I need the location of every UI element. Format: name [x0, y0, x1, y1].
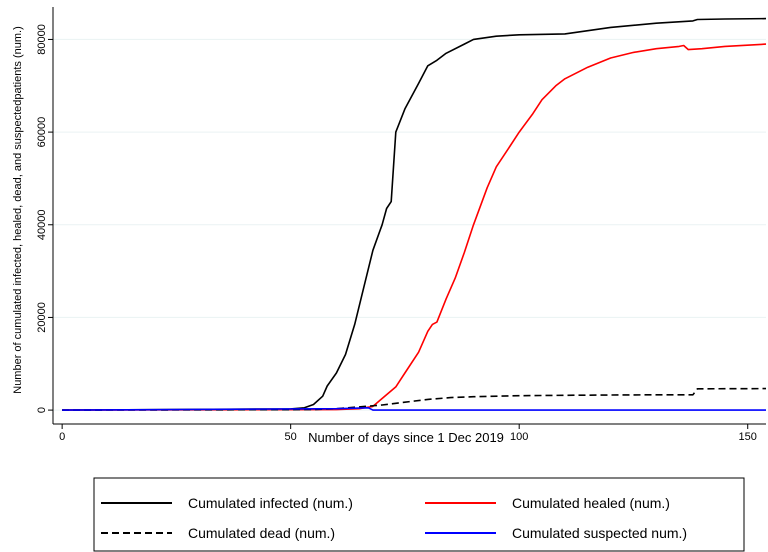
legend-label: Cumulated suspected num.)	[512, 525, 687, 541]
y-tick-label: 0	[36, 407, 48, 413]
legend-label: Cumulated healed (num.)	[512, 495, 670, 511]
legend-label: Cumulated dead (num.)	[188, 525, 335, 541]
y-tick-label: 20000	[36, 302, 48, 333]
y-tick-label: 80000	[36, 24, 48, 55]
gridlines	[53, 38, 766, 411]
x-tick-label: 50	[285, 431, 297, 443]
y-ticks: 0 20000 40000 60000 80000	[36, 24, 53, 413]
y-axis-title: Number of cumulated infected, healed, de…	[12, 26, 24, 394]
x-tick-label: 150	[739, 431, 757, 443]
x-tick-label: 100	[510, 431, 528, 443]
series-line	[62, 387, 767, 411]
series-line	[62, 406, 766, 411]
series-line	[62, 17, 767, 411]
axes	[52, 7, 766, 425]
y-tick-label: 60000	[36, 117, 48, 148]
legend-frame	[93, 477, 745, 552]
x-axis-title: Number of days since 1 Dec 2019	[308, 430, 504, 445]
x-ticks: 0 50 100 150	[59, 424, 757, 443]
legend: Cumulated infected (num.) Cumulated heale…	[93, 477, 745, 552]
legend-label: Cumulated infected (num.)	[188, 495, 353, 511]
x-tick-label: 0	[59, 431, 65, 443]
y-tick-label: 40000	[36, 209, 48, 240]
series-lines	[62, 17, 767, 411]
series-line	[62, 43, 767, 411]
